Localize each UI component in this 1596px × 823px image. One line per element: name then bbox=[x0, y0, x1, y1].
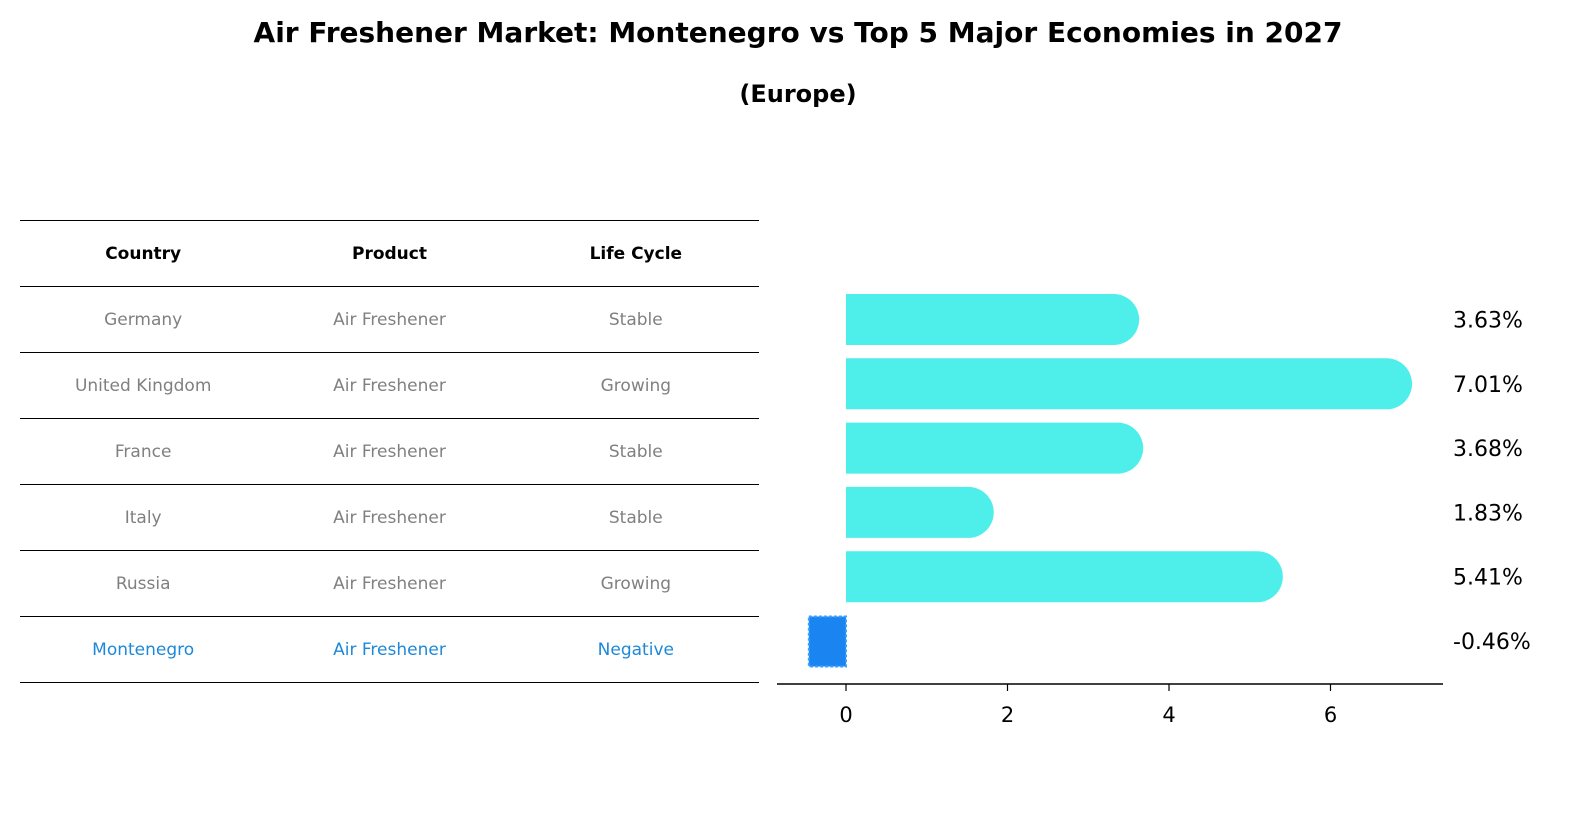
header-country: Country bbox=[20, 220, 267, 287]
cell-product: Air Freshener bbox=[266, 418, 513, 485]
table-row: Italy Air Freshener Stable bbox=[20, 484, 759, 551]
cell-life-cycle: Stable bbox=[512, 418, 759, 485]
cell-country: France bbox=[20, 418, 267, 485]
data-label: 5.41% bbox=[1453, 566, 1523, 591]
chart-subtitle: (Europe) bbox=[739, 80, 857, 108]
bar bbox=[846, 358, 1413, 410]
cell-life-cycle: Stable bbox=[512, 484, 759, 551]
cell-product: Air Freshener bbox=[266, 484, 513, 551]
x-tick-label: 2 bbox=[1001, 703, 1014, 727]
table-row-highlight: Montenegro Air Freshener Negative bbox=[20, 616, 759, 683]
table-row: United Kingdom Air Freshener Growing bbox=[20, 352, 759, 419]
x-tick-label: 6 bbox=[1324, 703, 1337, 727]
bar bbox=[846, 422, 1144, 474]
cell-life-cycle: Stable bbox=[512, 286, 759, 353]
cell-country: Russia bbox=[20, 550, 267, 617]
data-table: Country Product Life Cycle Germany Air F… bbox=[20, 220, 759, 683]
bar-highlight bbox=[807, 615, 847, 668]
cell-product: Air Freshener bbox=[266, 352, 513, 419]
bar bbox=[846, 551, 1283, 603]
x-tick-label: 4 bbox=[1162, 703, 1175, 727]
chart-title: Air Freshener Market: Montenegro vs Top … bbox=[253, 16, 1343, 49]
cell-country: United Kingdom bbox=[20, 352, 267, 419]
data-label: 7.01% bbox=[1453, 373, 1523, 398]
x-tick-label: 0 bbox=[839, 703, 852, 727]
data-label: 3.63% bbox=[1453, 309, 1523, 334]
table-row: Germany Air Freshener Stable bbox=[20, 286, 759, 353]
cell-life-cycle: Growing bbox=[512, 550, 759, 617]
cell-product: Air Freshener bbox=[266, 550, 513, 617]
cell-life-cycle: Negative bbox=[512, 616, 759, 683]
table-header-row: Country Product Life Cycle bbox=[20, 220, 759, 287]
header-life-cycle: Life Cycle bbox=[512, 220, 759, 287]
cell-country: Germany bbox=[20, 286, 267, 353]
bar bbox=[846, 486, 994, 538]
cell-country: Italy bbox=[20, 484, 267, 551]
bar bbox=[846, 294, 1140, 345]
cell-life-cycle: Growing bbox=[512, 352, 759, 419]
data-label: -0.46% bbox=[1453, 630, 1531, 655]
cell-product: Air Freshener bbox=[266, 286, 513, 353]
table-row: France Air Freshener Stable bbox=[20, 418, 759, 485]
cell-country: Montenegro bbox=[20, 616, 267, 683]
cell-product: Air Freshener bbox=[266, 616, 513, 683]
table-row: Russia Air Freshener Growing bbox=[20, 550, 759, 617]
header-product: Product bbox=[266, 220, 513, 287]
data-label: 1.83% bbox=[1453, 501, 1523, 526]
data-label: 3.68% bbox=[1453, 437, 1523, 462]
